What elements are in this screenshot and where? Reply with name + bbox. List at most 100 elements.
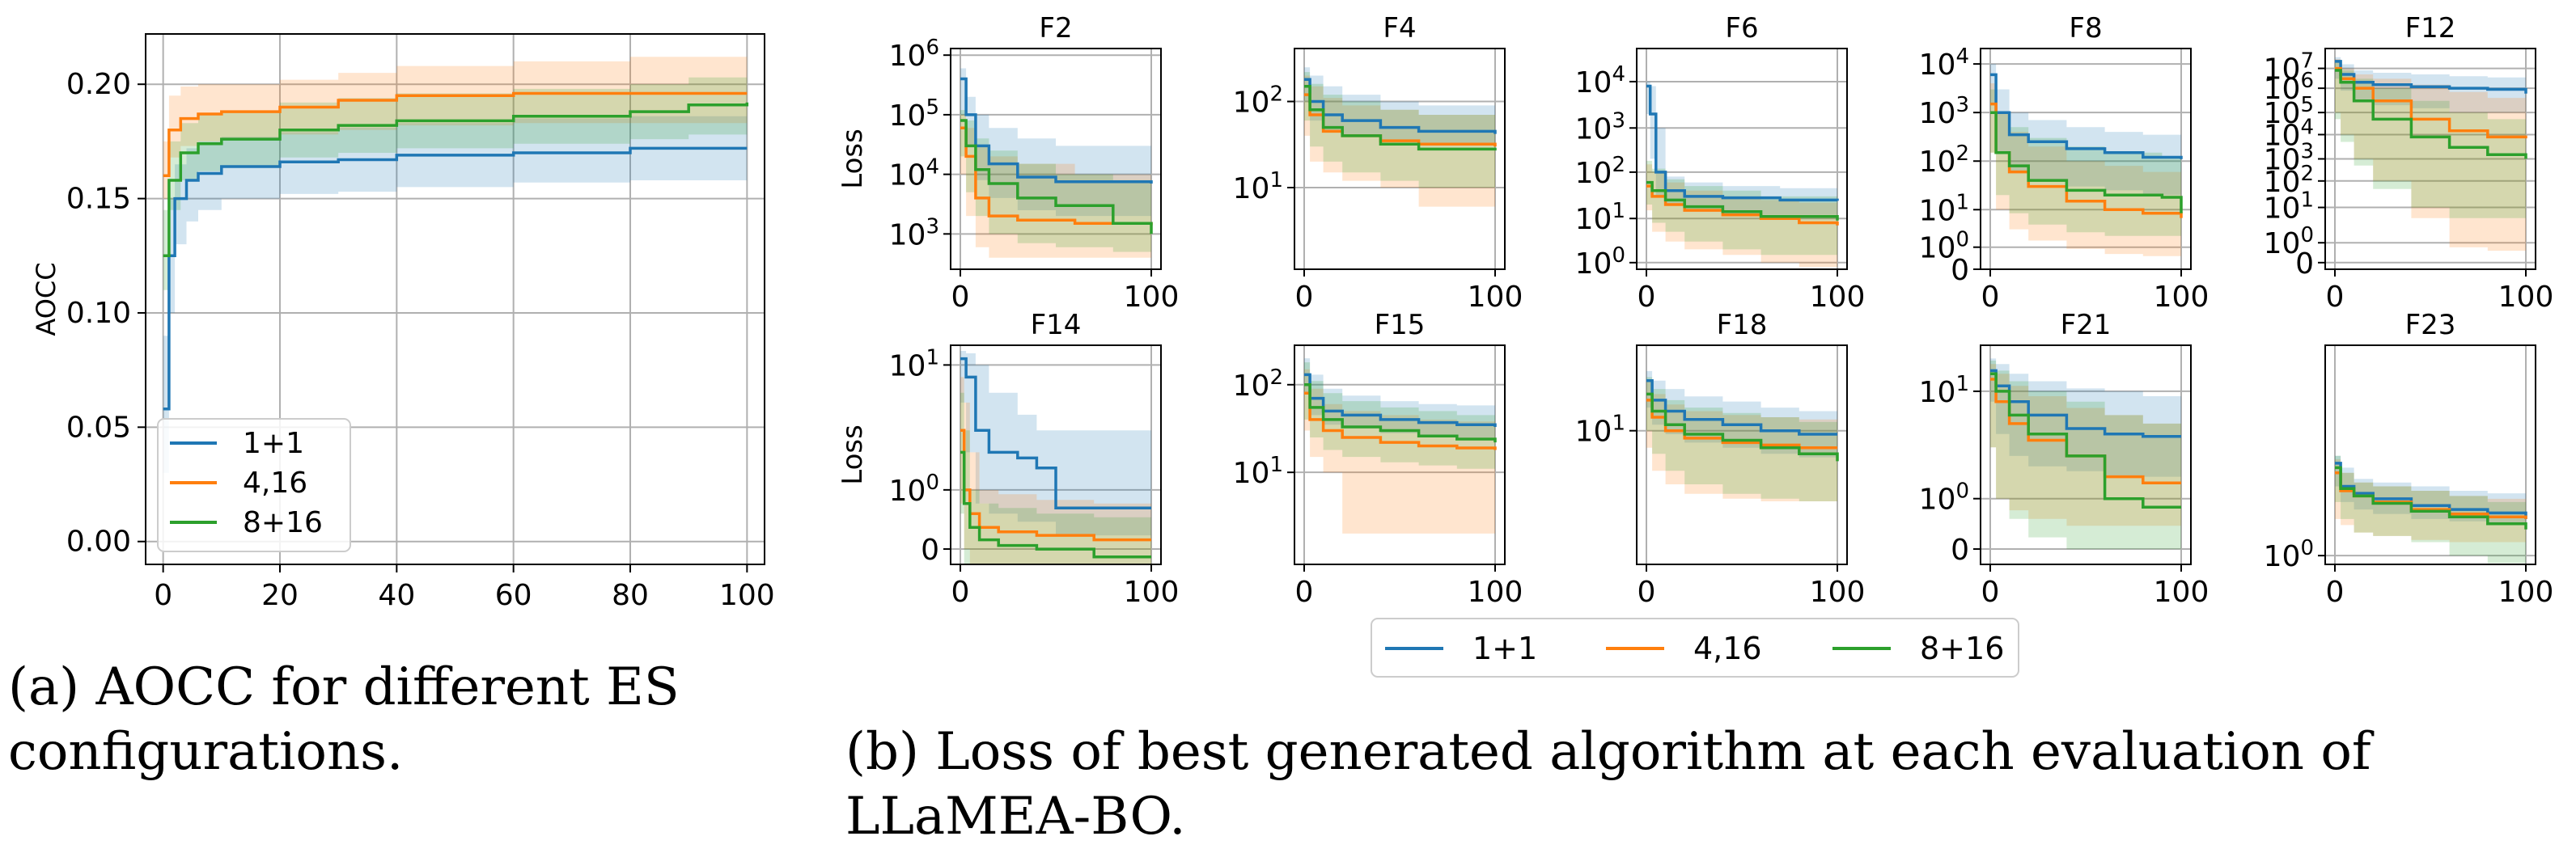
aocc-frame: [145, 33, 765, 565]
panel-ytick-label: 104: [2264, 115, 2314, 152]
panel-xtick-label: 0: [1295, 281, 1314, 314]
panel-ytick-label: 103: [889, 214, 939, 251]
panel-band-1+1: [1304, 358, 1495, 439]
panel-xtick-label: 100: [1124, 281, 1180, 314]
panel-ytick-label: 104: [1575, 62, 1625, 99]
aocc-plot-area: [163, 57, 749, 473]
panel-ytick-label: 101: [1575, 412, 1625, 449]
panel-xtick-label: 100: [1124, 576, 1180, 609]
panel-ytick-label: 100: [2264, 223, 2314, 260]
caption-b-text: (b) Loss of best generated algorithm at …: [845, 722, 2371, 847]
panel-band-4,16: [1990, 83, 2181, 256]
panel-line-1+1: [1646, 378, 1837, 436]
panel-title: F23: [2405, 309, 2456, 341]
aocc-line-1+1: [163, 146, 748, 411]
panel-F23: 100 0 100 F23: [2264, 309, 2554, 609]
panel-plot-area: [2335, 57, 2527, 251]
aocc-legend-label: 1+1: [243, 427, 304, 460]
panel-ytick-label: 101: [2264, 188, 2314, 226]
aocc-legend: 1+1 4,16 8+16: [157, 418, 351, 552]
panel-band-1+1: [1646, 370, 1837, 458]
panel-plot-area: [960, 68, 1153, 258]
panel-ytick-label: 100: [889, 471, 939, 508]
panel-band-4,16: [960, 377, 1151, 564]
panel-F4: 102 101 0 100 F4: [1233, 12, 1523, 314]
panel-title: F2: [1039, 12, 1072, 44]
panel-band-8+16: [960, 110, 1151, 258]
panel-title: F18: [1717, 309, 1768, 341]
aocc-line-8+16: [163, 102, 749, 258]
panel-xtick-label: 100: [2154, 281, 2210, 314]
panel-line-8+16: [1990, 372, 2181, 509]
panel-frame: [1636, 48, 1848, 270]
panel-band-4,16: [1990, 364, 2181, 526]
panel-frame: [1980, 48, 2192, 270]
panel-ytick-label: 101: [1919, 190, 1969, 227]
panel-ytick-label: 106: [889, 36, 939, 73]
aocc-ytick-label: 0.20: [66, 68, 131, 101]
panel-title: F12: [2405, 12, 2456, 44]
panel-frame: [950, 48, 1162, 270]
panel-line-1+1: [2335, 60, 2527, 94]
panel-ytick-label: 101: [1575, 199, 1625, 236]
panel-band-4,16: [2335, 59, 2526, 251]
panel-xtick-label: 100: [2498, 281, 2554, 314]
panel-ytick-label: 0: [2295, 247, 2314, 281]
panel-xtick-label: 0: [951, 281, 970, 314]
aocc-legend-box: [157, 418, 351, 552]
aocc-xtick-label: 0: [154, 579, 172, 612]
panel-ytick-label: 104: [1919, 44, 1969, 82]
panel-ytick-label: 0: [1951, 254, 1969, 287]
panel-line-8+16: [960, 119, 1153, 234]
aocc-xtick-label: 40: [378, 579, 415, 612]
panel-line-1+1: [1304, 373, 1497, 427]
panel-line-8+16: [2335, 466, 2527, 530]
panel-ytick-label: 0: [1951, 534, 1969, 567]
panel-plot-area: [1646, 81, 1839, 268]
panel-line-8+16: [1646, 180, 1839, 221]
panel-ytick-label: 103: [1919, 93, 1969, 130]
panel-F15: 102 101 0 100 F15: [1233, 309, 1523, 609]
panel-line-1+1: [1990, 369, 2181, 438]
panel-F6: 104 103 102 101 100 0 100 F6: [1575, 12, 1866, 314]
panel-band-1+1: [960, 68, 1151, 217]
loss-legend-label: 8+16: [1920, 631, 2004, 666]
panel-xtick-label: 100: [2498, 576, 2554, 609]
panel-F18: 101 0 100 F18: [1575, 309, 1866, 609]
aocc-ytick-label: 0.15: [66, 183, 131, 216]
panel-line-8+16: [1990, 111, 2183, 213]
panel-xtick-label: 0: [2326, 281, 2345, 314]
panel-xtick-label: 0: [2326, 576, 2345, 609]
panel-frame: [1636, 344, 1848, 565]
panel-title: F4: [1383, 12, 1416, 44]
panel-title: F15: [1375, 309, 1426, 341]
panel-band-1+1: [1990, 358, 2181, 477]
panel-ytick-label: 0: [921, 534, 939, 567]
panel-xtick-label: 100: [1468, 576, 1523, 609]
panel-line-4,16: [960, 126, 1153, 226]
loss-legend-box: [1371, 618, 2019, 678]
caption-a-text: (a) AOCC for different ES configurations…: [8, 657, 680, 782]
panel-xtick-label: 0: [1981, 576, 2000, 609]
aocc-ytick-label: 0.00: [66, 526, 131, 559]
loss-legend-label: 4,16: [1693, 631, 1762, 666]
panel-band-1+1: [2335, 455, 2526, 530]
panel-plot-area: [1304, 67, 1497, 207]
panel-frame: [950, 344, 1162, 565]
panel-plot-area: [1990, 358, 2181, 550]
panel-ytick-label: 100: [1575, 243, 1625, 281]
panel-xtick-label: 100: [1810, 281, 1866, 314]
panel-ytick-label: 104: [889, 155, 939, 192]
aocc-legend-label: 8+16: [243, 506, 323, 539]
aocc-legend-label: 4,16: [243, 467, 307, 500]
panel-frame: [1294, 48, 1506, 270]
aocc-xtick-label: 20: [261, 579, 299, 612]
panel-band-8+16: [1990, 89, 2181, 252]
panel-line-8+16: [1304, 85, 1497, 151]
panel-line-1+1: [960, 357, 1151, 510]
loss-grid-legend: 1+1 4,16 8+16: [1371, 618, 2019, 678]
aocc-xtick-label: 80: [612, 579, 649, 612]
panel-line-1+1: [2335, 462, 2527, 519]
panel-xtick-label: 0: [1638, 281, 1656, 314]
